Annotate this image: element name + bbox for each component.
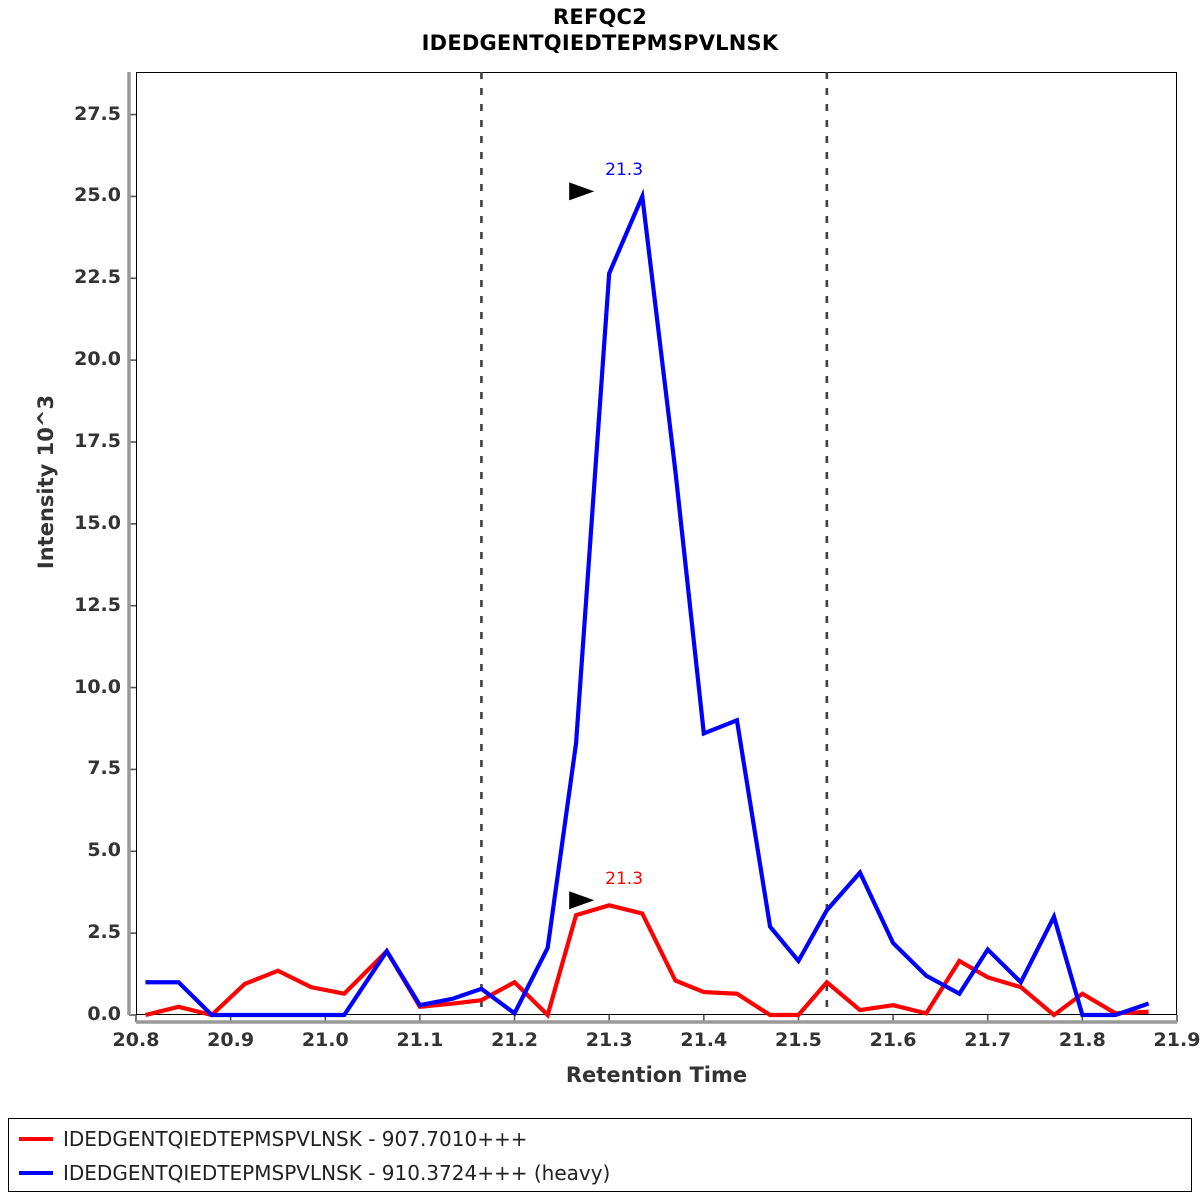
light-peak-label: 21.3	[605, 869, 644, 890]
legend: IDEDGENTQIEDTEPMSPVLNSK - 907.7010+++ ID…	[8, 1118, 1192, 1192]
x-tick-label: 21.2	[491, 1029, 538, 1051]
x-tick-label: 21.7	[964, 1029, 1012, 1051]
legend-item-heavy[interactable]: IDEDGENTQIEDTEPMSPVLNSK - 910.3724+++ (h…	[9, 1156, 1191, 1190]
y-tick-label: 17.5	[74, 429, 121, 452]
y-tick-label: 5.0	[87, 839, 121, 862]
x-tick-label: 21.6	[869, 1029, 917, 1051]
legend-label-light: IDEDGENTQIEDTEPMSPVLNSK - 907.7010+++	[63, 1127, 528, 1151]
protein-title: REFQC2	[553, 5, 647, 29]
y-tick-label: 10.0	[74, 675, 121, 698]
peak-marker-triangle	[569, 891, 595, 910]
y-tick-label: 27.5	[74, 102, 121, 125]
legend-swatch-light	[19, 1137, 53, 1141]
axis-ticks	[127, 72, 1178, 1024]
y-tick-label: 25.0	[74, 184, 121, 207]
y-tick-label: 7.5	[87, 757, 121, 780]
series-line-light	[144, 903, 1149, 1019]
x-tick-label: 21.0	[301, 1029, 349, 1051]
legend-label-heavy: IDEDGENTQIEDTEPMSPVLNSK - 910.3724+++ (h…	[63, 1161, 611, 1185]
plot-area	[136, 72, 1177, 1015]
x-tick-label: 20.8	[112, 1029, 160, 1051]
y-tick-label: 20.0	[74, 348, 121, 371]
x-tick-label: 21.1	[396, 1029, 444, 1051]
legend-swatch-heavy	[19, 1171, 53, 1175]
integration-boundary-lines	[480, 72, 829, 1015]
y-tick-label: 2.5	[87, 921, 121, 944]
page-title: REFQC2 IDEDGENTQIEDTEPMSPVLNSK	[0, 0, 1200, 56]
heavy-peak-label: 21.3	[605, 160, 644, 181]
y-axis-title: Intensity 10^3	[34, 394, 58, 570]
x-tick-label: 21.8	[1058, 1029, 1106, 1051]
x-tick-label: 21.4	[680, 1029, 728, 1051]
series-lines	[144, 188, 1150, 1019]
y-tick-label: 0.0	[87, 1003, 121, 1025]
x-tick-label: 21.9	[1153, 1029, 1200, 1051]
x-tick-label: 21.3	[585, 1029, 633, 1051]
y-tick-label: 12.5	[74, 593, 121, 616]
legend-item-light[interactable]: IDEDGENTQIEDTEPMSPVLNSK - 907.7010+++	[9, 1122, 1191, 1156]
peak-marker-triangle	[569, 182, 595, 201]
x-axis-title: Retention Time	[565, 1063, 748, 1087]
peptide-sequence-title: IDEDGENTQIEDTEPMSPVLNSK	[421, 31, 779, 55]
x-tick-label: 20.9	[207, 1029, 255, 1051]
y-tick-label: 15.0	[74, 511, 121, 534]
peak-marker-triangles	[569, 182, 595, 910]
y-tick-label: 22.5	[74, 266, 121, 289]
series-line-heavy	[145, 188, 1150, 1018]
x-tick-label: 21.5	[775, 1029, 822, 1051]
